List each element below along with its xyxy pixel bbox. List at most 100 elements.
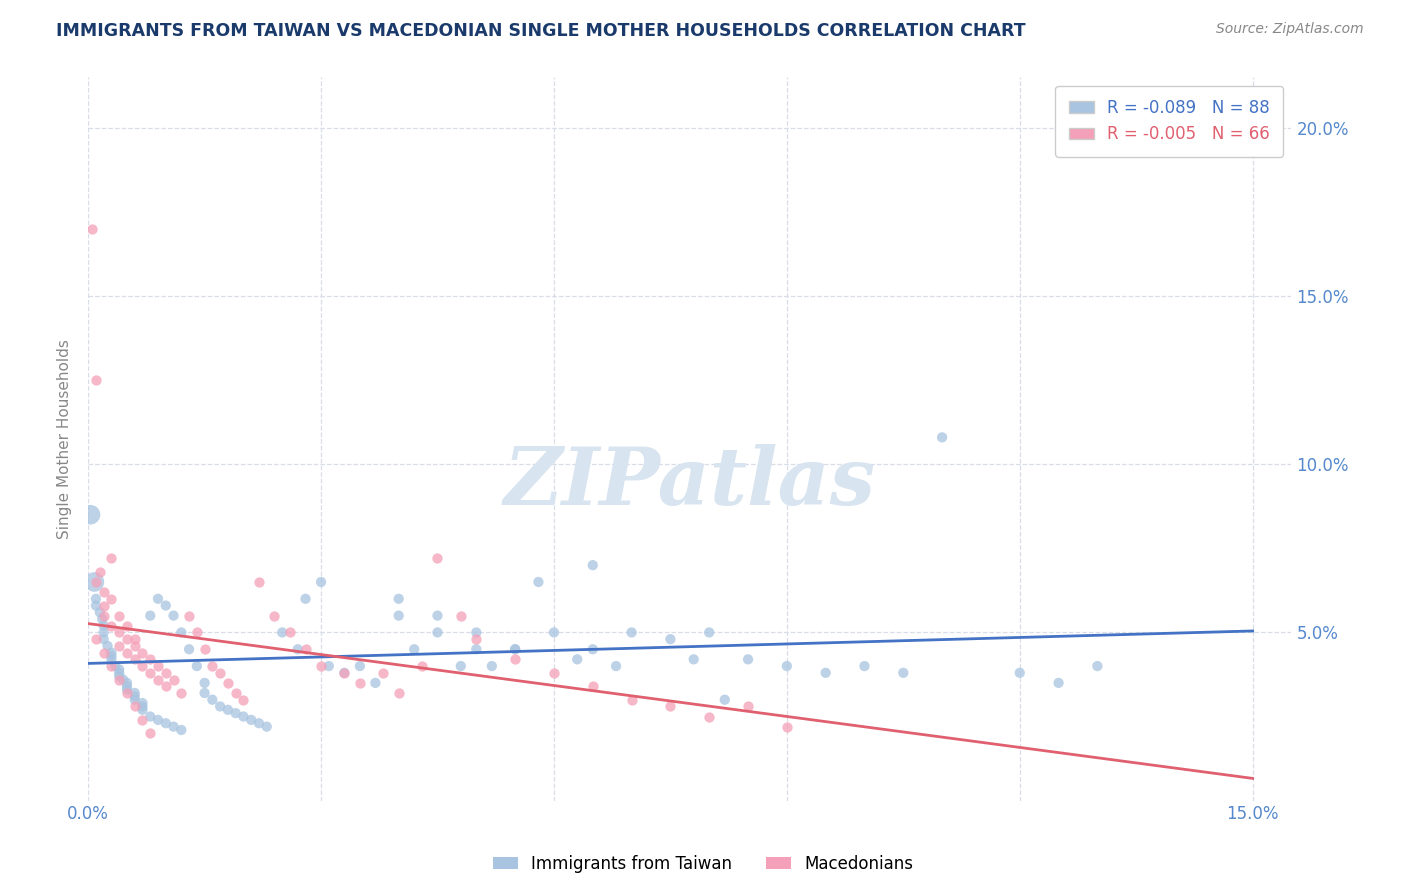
Point [186,659,208,673]
Point [1085,659,1108,673]
Point [364,676,387,690]
Point [256,720,278,734]
Text: IMMIGRANTS FROM TAIWAN VS MACEDONIAN SINGLE MOTHER HOUSEHOLDS CORRELATION CHART: IMMIGRANTS FROM TAIWAN VS MACEDONIAN SIN… [56,22,1026,40]
Point [83,574,105,589]
Point [89,605,111,619]
Point [194,676,217,690]
Point [891,665,914,680]
Point [115,618,138,632]
Point [108,673,131,687]
Point [93,646,115,660]
Point [146,673,169,687]
Point [108,662,131,676]
Point [139,652,162,666]
Point [232,692,254,706]
Point [388,608,411,623]
Point [737,699,759,714]
Point [349,659,371,673]
Point [93,599,115,613]
Point [737,652,759,666]
Point [84,591,107,606]
Point [682,652,704,666]
Point [115,676,138,690]
Point [177,642,200,657]
Point [287,642,309,657]
Point [84,373,107,387]
Point [108,639,131,653]
Point [155,599,177,613]
Point [209,665,232,680]
Point [115,682,138,697]
Point [309,659,332,673]
Y-axis label: Single Mother Households: Single Mother Households [58,339,72,539]
Point [411,659,433,673]
Point [194,686,217,700]
Point [294,642,316,657]
Point [112,673,135,687]
Point [124,690,146,704]
Point [139,665,162,680]
Point [240,713,263,727]
Point [155,716,177,731]
Point [776,720,799,734]
Point [100,618,122,632]
Point [162,673,184,687]
Point [503,642,526,657]
Point [93,585,115,599]
Point [217,676,239,690]
Point [104,659,127,673]
Point [620,625,643,640]
Point [100,591,122,606]
Point [1047,676,1070,690]
Point [232,709,254,723]
Point [263,608,285,623]
Legend: R = -0.089   N = 88, R = -0.005   N = 66: R = -0.089 N = 88, R = -0.005 N = 66 [1056,86,1284,157]
Point [100,646,122,660]
Point [527,574,550,589]
Point [853,659,876,673]
Point [209,699,232,714]
Point [100,652,122,666]
Point [115,646,138,660]
Point [776,659,799,673]
Point [124,639,146,653]
Point [124,652,146,666]
Point [93,632,115,647]
Point [543,625,565,640]
Point [309,574,332,589]
Point [146,713,169,727]
Point [186,625,208,640]
Point [426,551,449,566]
Point [84,599,107,613]
Point [271,625,294,640]
Point [108,608,131,623]
Point [93,608,115,623]
Point [124,686,146,700]
Point [426,625,449,640]
Point [465,625,488,640]
Point [139,608,162,623]
Legend: Immigrants from Taiwan, Macedonians: Immigrants from Taiwan, Macedonians [486,848,920,880]
Point [131,699,153,714]
Point [155,679,177,693]
Point [170,723,193,737]
Point [201,659,224,673]
Point [697,709,720,723]
Text: ZIPatlas: ZIPatlas [503,443,876,521]
Point [659,632,682,647]
Point [465,632,488,647]
Point [155,665,177,680]
Point [124,699,146,714]
Point [605,659,627,673]
Point [582,679,605,693]
Point [80,222,103,236]
Point [93,625,115,640]
Point [97,639,120,653]
Point [108,665,131,680]
Point [247,716,270,731]
Point [115,632,138,647]
Point [162,608,184,623]
Point [543,665,565,680]
Point [91,612,114,626]
Point [162,720,184,734]
